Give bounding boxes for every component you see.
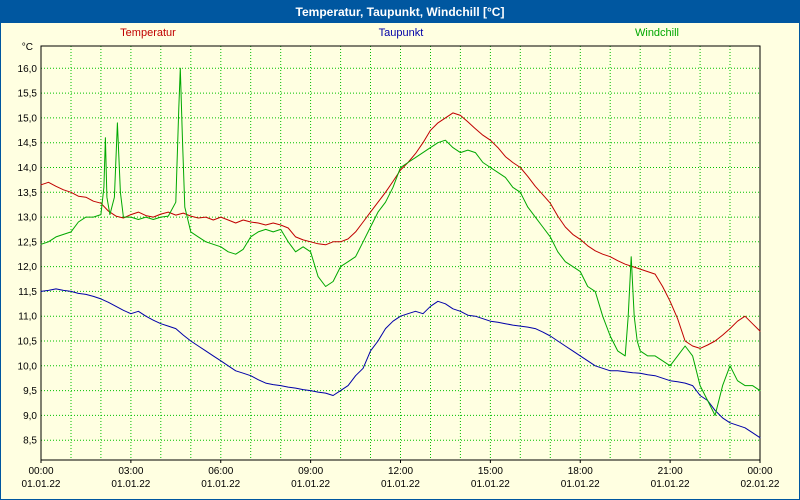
legend-item-taupunkt: Taupunkt [378, 27, 424, 39]
svg-text:00:00: 00:00 [28, 466, 53, 477]
svg-text:01.01.22: 01.01.22 [111, 479, 150, 490]
svg-text:01.01.22: 01.01.22 [561, 479, 600, 490]
svg-text:15,5: 15,5 [18, 89, 38, 100]
legend-item-temperatur: Temperatur [120, 27, 176, 39]
svg-text:16,0: 16,0 [18, 64, 38, 75]
svg-text:01.01.22: 01.01.22 [471, 479, 510, 490]
svg-text:10,5: 10,5 [18, 337, 38, 348]
svg-text:12,0: 12,0 [18, 262, 38, 273]
svg-text:°C: °C [22, 42, 33, 53]
svg-text:01.01.22: 01.01.22 [22, 479, 61, 490]
svg-text:01.01.22: 01.01.22 [651, 479, 690, 490]
svg-text:12,5: 12,5 [18, 237, 38, 248]
svg-text:01.01.22: 01.01.22 [381, 479, 420, 490]
svg-text:06:00: 06:00 [208, 466, 233, 477]
svg-text:10,0: 10,0 [18, 361, 38, 372]
svg-text:00:00: 00:00 [747, 466, 772, 477]
svg-text:15,0: 15,0 [18, 113, 38, 124]
svg-text:11,5: 11,5 [18, 287, 37, 298]
svg-text:18:00: 18:00 [568, 466, 593, 477]
window-title: Temperatur, Taupunkt, Windchill [°C] [295, 5, 505, 19]
svg-text:01.01.22: 01.01.22 [201, 479, 240, 490]
svg-text:15:00: 15:00 [478, 466, 503, 477]
svg-text:03:00: 03:00 [118, 466, 143, 477]
title-bar: Temperatur, Taupunkt, Windchill [°C] [1, 1, 799, 23]
svg-text:11,0: 11,0 [18, 312, 37, 323]
legend-item-windchill: Windchill [634, 27, 680, 39]
svg-text:02.01.22: 02.01.22 [741, 479, 780, 490]
svg-text:14,5: 14,5 [18, 138, 38, 149]
svg-text:09:00: 09:00 [298, 466, 323, 477]
svg-text:12:00: 12:00 [388, 466, 413, 477]
svg-text:14,0: 14,0 [18, 163, 38, 174]
svg-text:9,0: 9,0 [23, 411, 37, 422]
svg-text:01.01.22: 01.01.22 [291, 479, 330, 490]
svg-text:21:00: 21:00 [658, 466, 683, 477]
svg-text:8,5: 8,5 [23, 436, 37, 447]
svg-text:13,5: 13,5 [18, 188, 38, 199]
svg-text:9,5: 9,5 [23, 386, 37, 397]
svg-text:13,0: 13,0 [18, 213, 38, 224]
